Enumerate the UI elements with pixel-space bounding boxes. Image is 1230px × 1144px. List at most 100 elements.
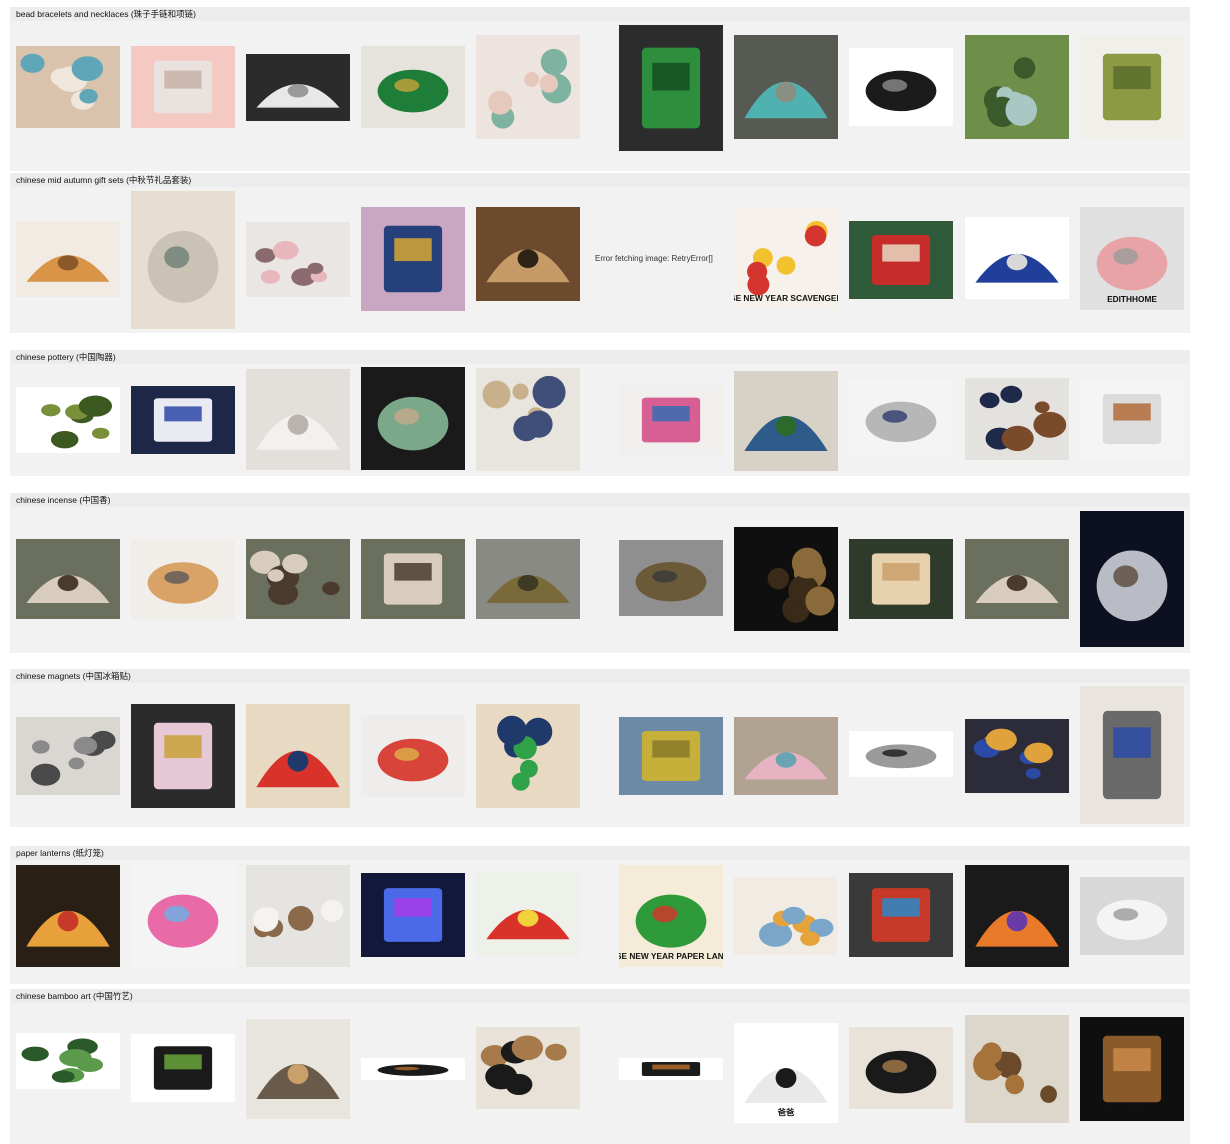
rabbit-pin-on-card-photo[interactable] (131, 704, 235, 808)
lantern-pin-card-photo[interactable] (361, 207, 465, 311)
bamboo-art-prints-photo[interactable] (16, 1033, 120, 1089)
beaded-bracelet-on-wrist-photo[interactable] (16, 46, 120, 128)
green-lucky-cat-magnet-photo[interactable] (476, 704, 580, 808)
folding-fan-magnets-photo[interactable] (361, 715, 465, 797)
floral-button-magnets-photo[interactable] (734, 717, 838, 795)
eye-incense-holder-photo[interactable] (246, 539, 350, 619)
bronze-dragon-censer-photo[interactable] (476, 539, 580, 619)
embroidered-pouches-photo[interactable] (246, 222, 350, 297)
green-glazed-bonsai-pot-photo[interactable] (16, 387, 120, 453)
gold-round-medallion-photo[interactable] (619, 717, 723, 795)
yin-yang-square-magnet-photo[interactable] (849, 731, 953, 777)
zodiac-hexagon-magnets-photo[interactable] (16, 717, 120, 795)
black-leather-bench-photo[interactable] (361, 1058, 465, 1080)
thumbnail-graphic (849, 539, 953, 619)
thumbnail-graphic (246, 704, 350, 808)
thumbnail-graphic (965, 217, 1069, 299)
thumbnail-graphic (849, 379, 953, 457)
carp-incense-holder-photo[interactable] (1080, 511, 1184, 647)
mooncake-gift-box-photo[interactable] (131, 191, 235, 329)
peony-vase-painting-photo[interactable] (619, 385, 723, 455)
jade-rose-pendant-photo[interactable] (965, 35, 1069, 139)
crystal-drop-earrings-photo[interactable] (131, 46, 235, 128)
thumbnail-graphic (734, 877, 838, 955)
panda-figurines-photo[interactable] (131, 1034, 235, 1102)
blue-floral-drawstring-bag-photo[interactable] (965, 217, 1069, 299)
green-jade-bracelet-photo[interactable] (361, 46, 465, 128)
thumbnail-graphic (734, 527, 838, 631)
glowing-lanterns-night-photo[interactable] (361, 873, 465, 957)
halloween-paper-lanterns-photo[interactable] (965, 865, 1069, 967)
eye-incense-holder-photo[interactable] (965, 539, 1069, 619)
thumbnail-graphic (16, 221, 120, 297)
bamboo-wall-frame-photo[interactable] (965, 1015, 1069, 1123)
souvenir-magnets-set-photo[interactable] (965, 719, 1069, 793)
white-pendant-lamp-photo[interactable] (246, 865, 350, 967)
new-year-lantern-printable-photo[interactable]: CHINESE NEW YEAR PAPER LANTERNS (619, 865, 723, 967)
palo-santo-sticks-photo[interactable] (849, 539, 953, 619)
thumbnail-graphic (734, 717, 838, 795)
white-porcelain-rabbit-photo[interactable] (246, 369, 350, 470)
blue-white-porcelain-beads-photo[interactable] (131, 386, 235, 454)
lantern-silicone-molds-photo[interactable] (1080, 877, 1184, 955)
black-leather-bench-photo[interactable] (619, 1058, 723, 1080)
thumbnail-graphic (619, 385, 723, 455)
thumbnail-graphic (965, 719, 1069, 793)
thumbnail-graphic (131, 1034, 235, 1102)
bronze-teapot-photo[interactable]: YYShopGoods (1080, 1017, 1184, 1121)
eye-incense-holder-photo[interactable] (16, 539, 120, 619)
jade-bracelet-on-hand-photo[interactable] (476, 35, 580, 139)
bamboo-bookmarks-photo[interactable] (246, 1019, 350, 1119)
celadon-bowl-in-hand-photo[interactable] (361, 367, 465, 470)
lantern-ornament-charms-photo[interactable] (849, 873, 953, 957)
green-jade-buddha-pendants-photo[interactable] (619, 25, 723, 151)
thumbnail-graphic (734, 35, 838, 139)
thumbnail-graphic (361, 207, 465, 311)
thumbnail-graphic (619, 540, 723, 616)
thumbnail-graphic: YYShopGoods (1080, 1017, 1184, 1121)
lantern-stickers-sheet-photo[interactable] (734, 877, 838, 955)
baba-bamboo-mug-photo[interactable]: 爸爸 (734, 1023, 838, 1123)
layered-cake-slice-photo[interactable] (476, 207, 580, 301)
thumbnail-graphic (476, 704, 580, 808)
green-jade-bead-bowl-photo[interactable] (1080, 35, 1184, 139)
vase-and-stools-photo[interactable] (476, 1027, 580, 1109)
thumbnail-graphic (476, 207, 580, 301)
magnets-in-tin-box-photo[interactable] (1080, 686, 1184, 824)
thumbnail-graphic (476, 35, 580, 139)
thumbnail-graphic (361, 1058, 465, 1080)
thumbnail-graphic (361, 873, 465, 957)
category-image-row (10, 21, 1190, 171)
thumbnail-graphic (619, 25, 723, 151)
ceramic-tea-jars-photo[interactable] (965, 378, 1069, 460)
strawberry-lanterns-photo[interactable] (476, 872, 580, 956)
jade-hoop-earrings-photo[interactable] (734, 35, 838, 139)
thumbnail-caption: CHINESE NEW YEAR PAPER LANTERNS (619, 952, 723, 961)
mooncakes-on-tray-photo[interactable] (16, 221, 120, 297)
tea-gift-set-in-hands-photo[interactable] (734, 371, 838, 471)
lucky-cat-magnet-photo[interactable] (246, 704, 350, 808)
thumbnail-graphic (849, 221, 953, 299)
white-bowl-with-chopsticks-photo[interactable] (1080, 380, 1184, 458)
thumbnail-graphic (1080, 511, 1184, 647)
tea-cups-set-photo[interactable] (476, 368, 580, 471)
pastel-paper-lanterns-photo[interactable] (131, 865, 235, 967)
ornate-bronze-censer-photo[interactable] (734, 527, 838, 631)
eye-incense-holder-photo[interactable] (361, 539, 465, 619)
ceramic-incense-burner-photo[interactable] (131, 539, 235, 619)
thumbnail-caption: 爸爸 (777, 1107, 796, 1117)
black-cord-necklace-photo[interactable] (849, 48, 953, 126)
thumbnail-graphic (16, 46, 120, 128)
thumbnail-graphic (965, 539, 1069, 619)
small-bronze-censer-photo[interactable] (619, 540, 723, 616)
red-seal-stamp-photo[interactable]: EDITHHOME (1080, 207, 1184, 310)
category-image-row (10, 507, 1190, 653)
colorful-hanging-lanterns-photo[interactable] (16, 865, 120, 967)
vase-and-stools-photo[interactable] (849, 1027, 953, 1109)
category-title: chinese magnets (中国冰箱贴) (10, 669, 1190, 683)
red-crane-gift-box-photo[interactable] (849, 221, 953, 299)
category-title: chinese bamboo art (中国竹艺) (10, 989, 1190, 1003)
scavenger-hunt-printable-photo[interactable]: CHINESE NEW YEAR SCAVENGER HUNT (734, 207, 838, 309)
white-pearl-strands-photo[interactable] (246, 54, 350, 121)
porcelain-ring-photo[interactable] (849, 379, 953, 457)
